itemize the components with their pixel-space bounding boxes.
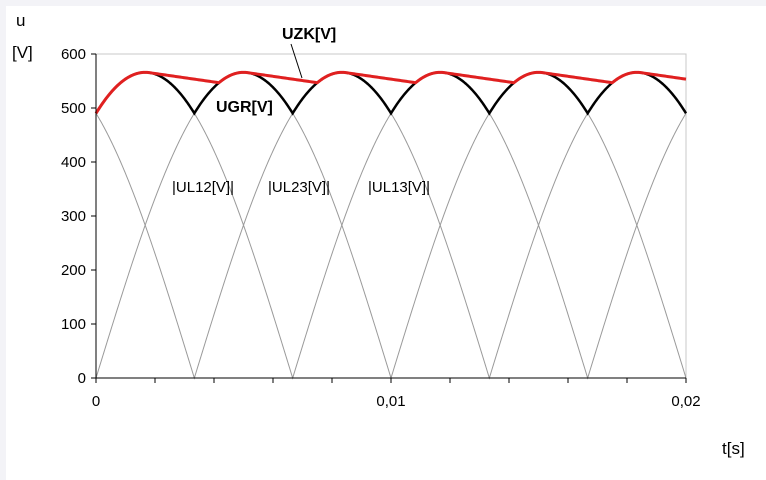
- plot-area: [95, 53, 687, 379]
- y-tick-label: 0: [78, 370, 86, 387]
- y-tick-label: 300: [61, 208, 86, 225]
- x-tick-label: 0: [92, 393, 100, 410]
- series-label-ul12: |UL12[V]|: [172, 179, 234, 196]
- uzk-pointer-line: [290, 43, 303, 79]
- y-tick-label: 200: [61, 262, 86, 279]
- series-line-ugr: [94, 71, 688, 116]
- series-label-uzk: UZK[V]: [282, 26, 336, 43]
- y-axis-unit: [V]: [12, 43, 33, 62]
- y-axis-title: u: [16, 11, 25, 30]
- series-label-ugr: UGR[V]: [216, 99, 273, 116]
- y-tick-label: 100: [61, 316, 86, 333]
- x-tick-label: 0,01: [376, 393, 405, 410]
- series-label-ul23: |UL23[V]|: [268, 179, 330, 196]
- series-label-ul13: |UL13[V]|: [368, 179, 430, 196]
- x-axis-title: t[s]: [722, 439, 745, 458]
- y-tick-label: 400: [61, 154, 86, 171]
- ticks-group: 0 100 200 300 400 500 600 0 0,01 0,02: [61, 46, 701, 410]
- y-tick-label: 600: [61, 46, 86, 63]
- series-line-uzk: [94, 70, 687, 115]
- y-tick-label: 500: [61, 100, 86, 117]
- chart-frame: 0 100 200 300 400 500 600 0 0,01 0,02 u [V] t[s] …: [6, 6, 766, 480]
- x-tick-label: 0,02: [671, 393, 700, 410]
